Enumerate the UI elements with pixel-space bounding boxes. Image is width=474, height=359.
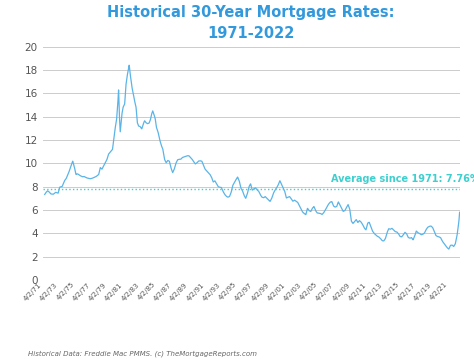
Text: Historical Data: Freddie Mac PMMS. (c) TheMortgageReports.com: Historical Data: Freddie Mac PMMS. (c) T… <box>28 351 257 357</box>
Text: Average since 1971: 7.76%: Average since 1971: 7.76% <box>331 174 474 184</box>
Title: Historical 30-Year Mortgage Rates:
1971-2022: Historical 30-Year Mortgage Rates: 1971-… <box>108 5 395 41</box>
